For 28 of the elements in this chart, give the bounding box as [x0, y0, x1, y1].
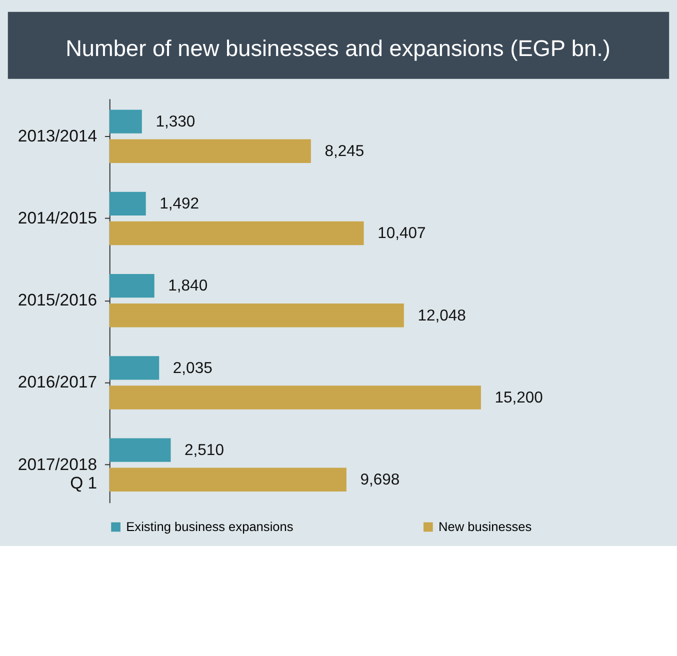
bar [109, 274, 154, 298]
data-label: 1,330 [156, 113, 196, 130]
bar [109, 356, 160, 380]
data-label: 10,407 [378, 225, 426, 242]
y-tick-label: 2017/2018 Q 1 [18, 454, 98, 492]
y-tick-label: 2015/2016 [18, 290, 98, 310]
chart-title: Number of new businesses and expansions (EGP bn.) [66, 35, 610, 62]
bar [109, 110, 142, 134]
y-tick-label: 2013/2014 [18, 126, 98, 146]
bar [109, 468, 346, 492]
data-label: 12,048 [418, 307, 466, 324]
data-label: 8,245 [324, 143, 364, 160]
bar [109, 386, 481, 410]
legend-label: Existing business expansions [126, 518, 294, 534]
bar [109, 139, 311, 163]
data-label: 2,035 [172, 360, 213, 377]
bar [109, 438, 171, 462]
bar [109, 192, 146, 216]
data-label: 9,698 [360, 472, 400, 489]
bar [109, 304, 404, 328]
data-label: 2,510 [184, 442, 224, 459]
data-label: 1,840 [168, 278, 208, 295]
y-tick-label: 2016/2017 [18, 372, 98, 392]
data-label: 15,200 [494, 389, 544, 406]
legend-label: New businesses [438, 518, 532, 534]
bar [109, 221, 364, 246]
y-tick-label: 2014/2015 [18, 208, 98, 228]
data-label: 1,492 [160, 196, 200, 213]
